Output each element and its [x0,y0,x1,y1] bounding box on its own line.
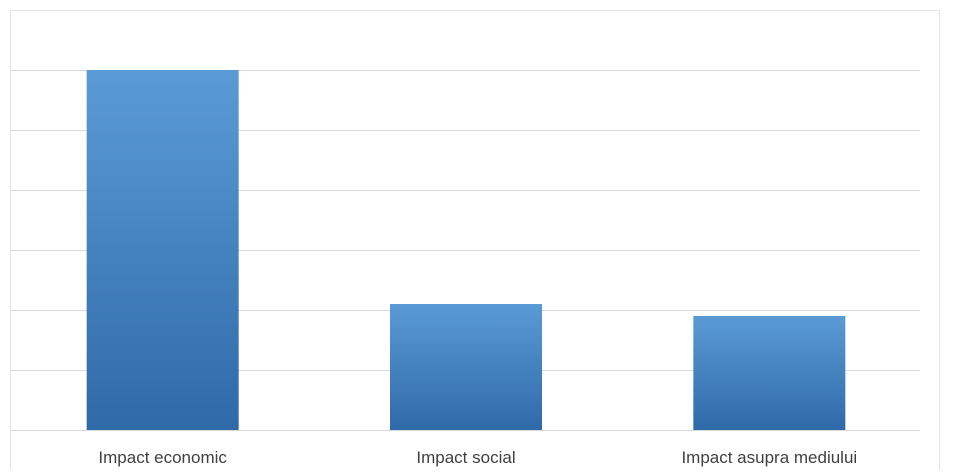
category-labels: Impact economic Impact social Impact asupr… [98,448,857,467]
bar-2 [390,304,542,430]
bar-3 [693,316,846,430]
x-tick-label: Impact economic [98,448,227,467]
chart-frame [10,10,940,470]
bars [86,70,846,430]
x-tick-label: Impact social [416,448,515,467]
x-tick-label: Impact asupra mediului [681,448,857,467]
bar-1 [86,70,239,430]
